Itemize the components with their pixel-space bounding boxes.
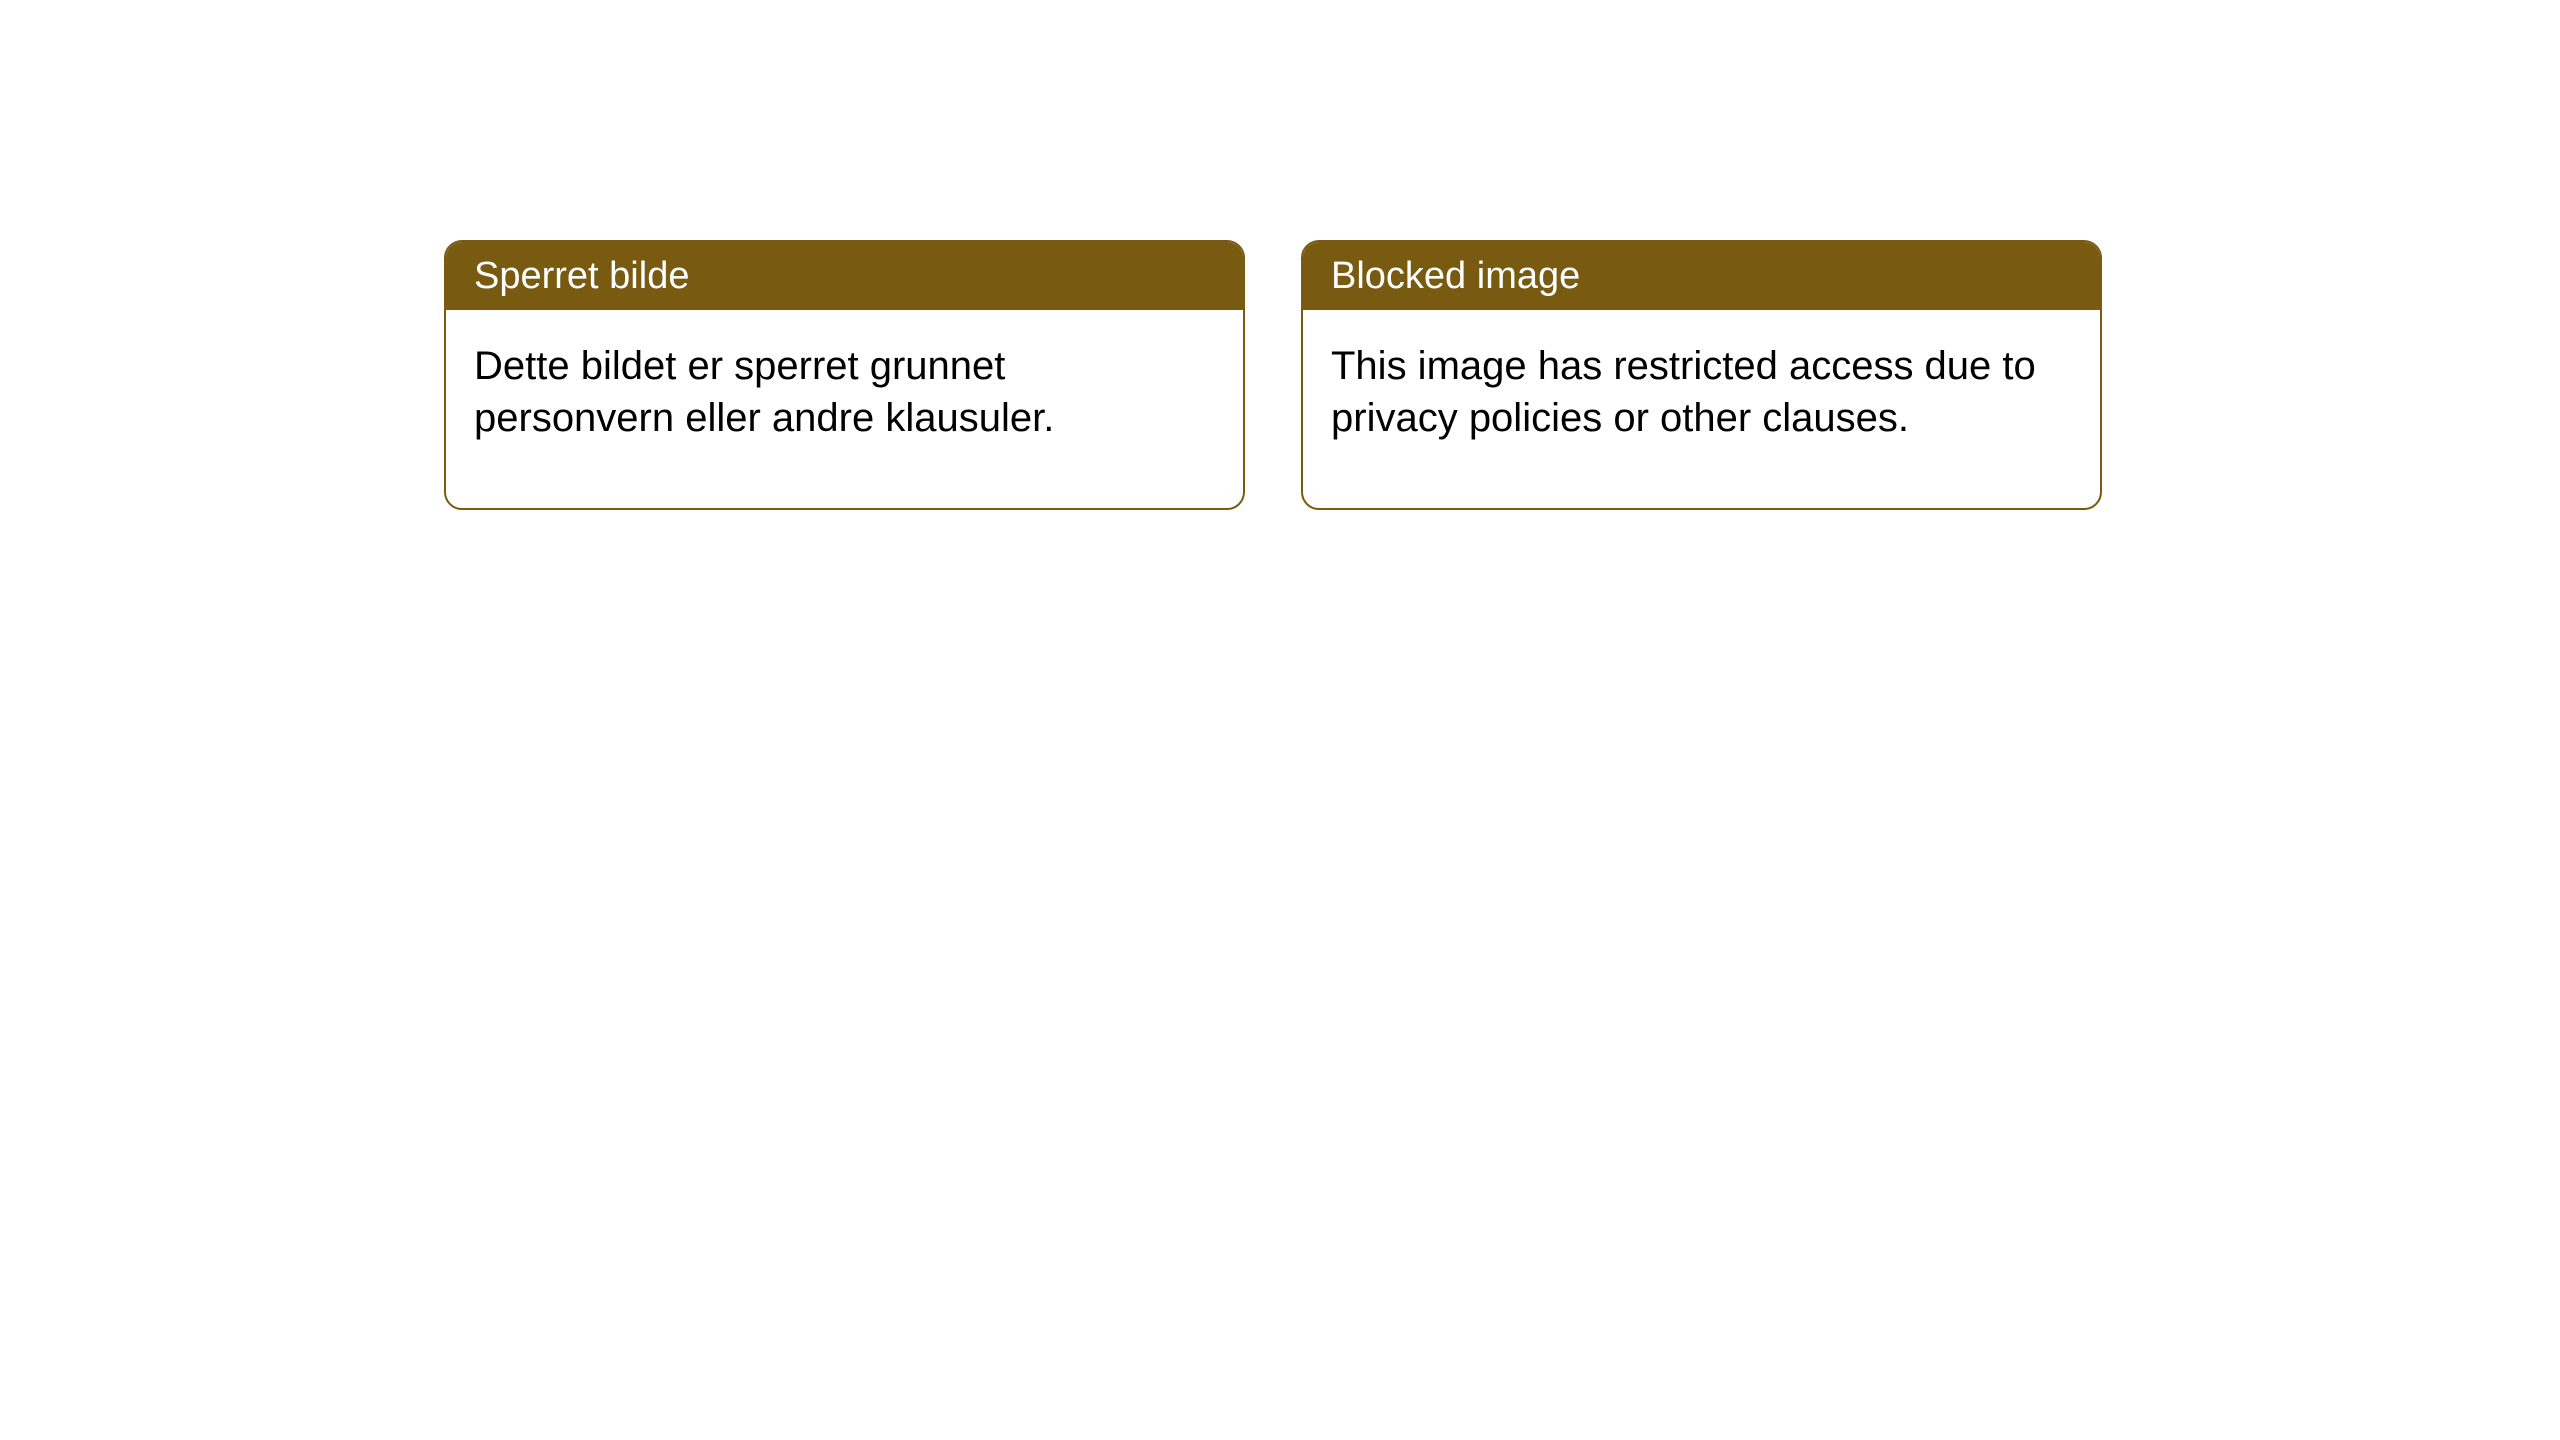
blocked-image-card-en: Blocked image This image has restricted … (1301, 240, 2102, 510)
card-body: This image has restricted access due to … (1303, 310, 2100, 508)
card-title: Sperret bilde (474, 255, 689, 297)
card-body-text: This image has restricted access due to … (1331, 344, 2036, 440)
card-title: Blocked image (1331, 255, 1580, 297)
card-header: Blocked image (1303, 242, 2100, 310)
blocked-image-card-no: Sperret bilde Dette bildet er sperret gr… (444, 240, 1245, 510)
card-body: Dette bildet er sperret grunnet personve… (446, 310, 1243, 508)
cards-container: Sperret bilde Dette bildet er sperret gr… (0, 0, 2560, 510)
card-body-text: Dette bildet er sperret grunnet personve… (474, 344, 1054, 440)
card-header: Sperret bilde (446, 242, 1243, 310)
